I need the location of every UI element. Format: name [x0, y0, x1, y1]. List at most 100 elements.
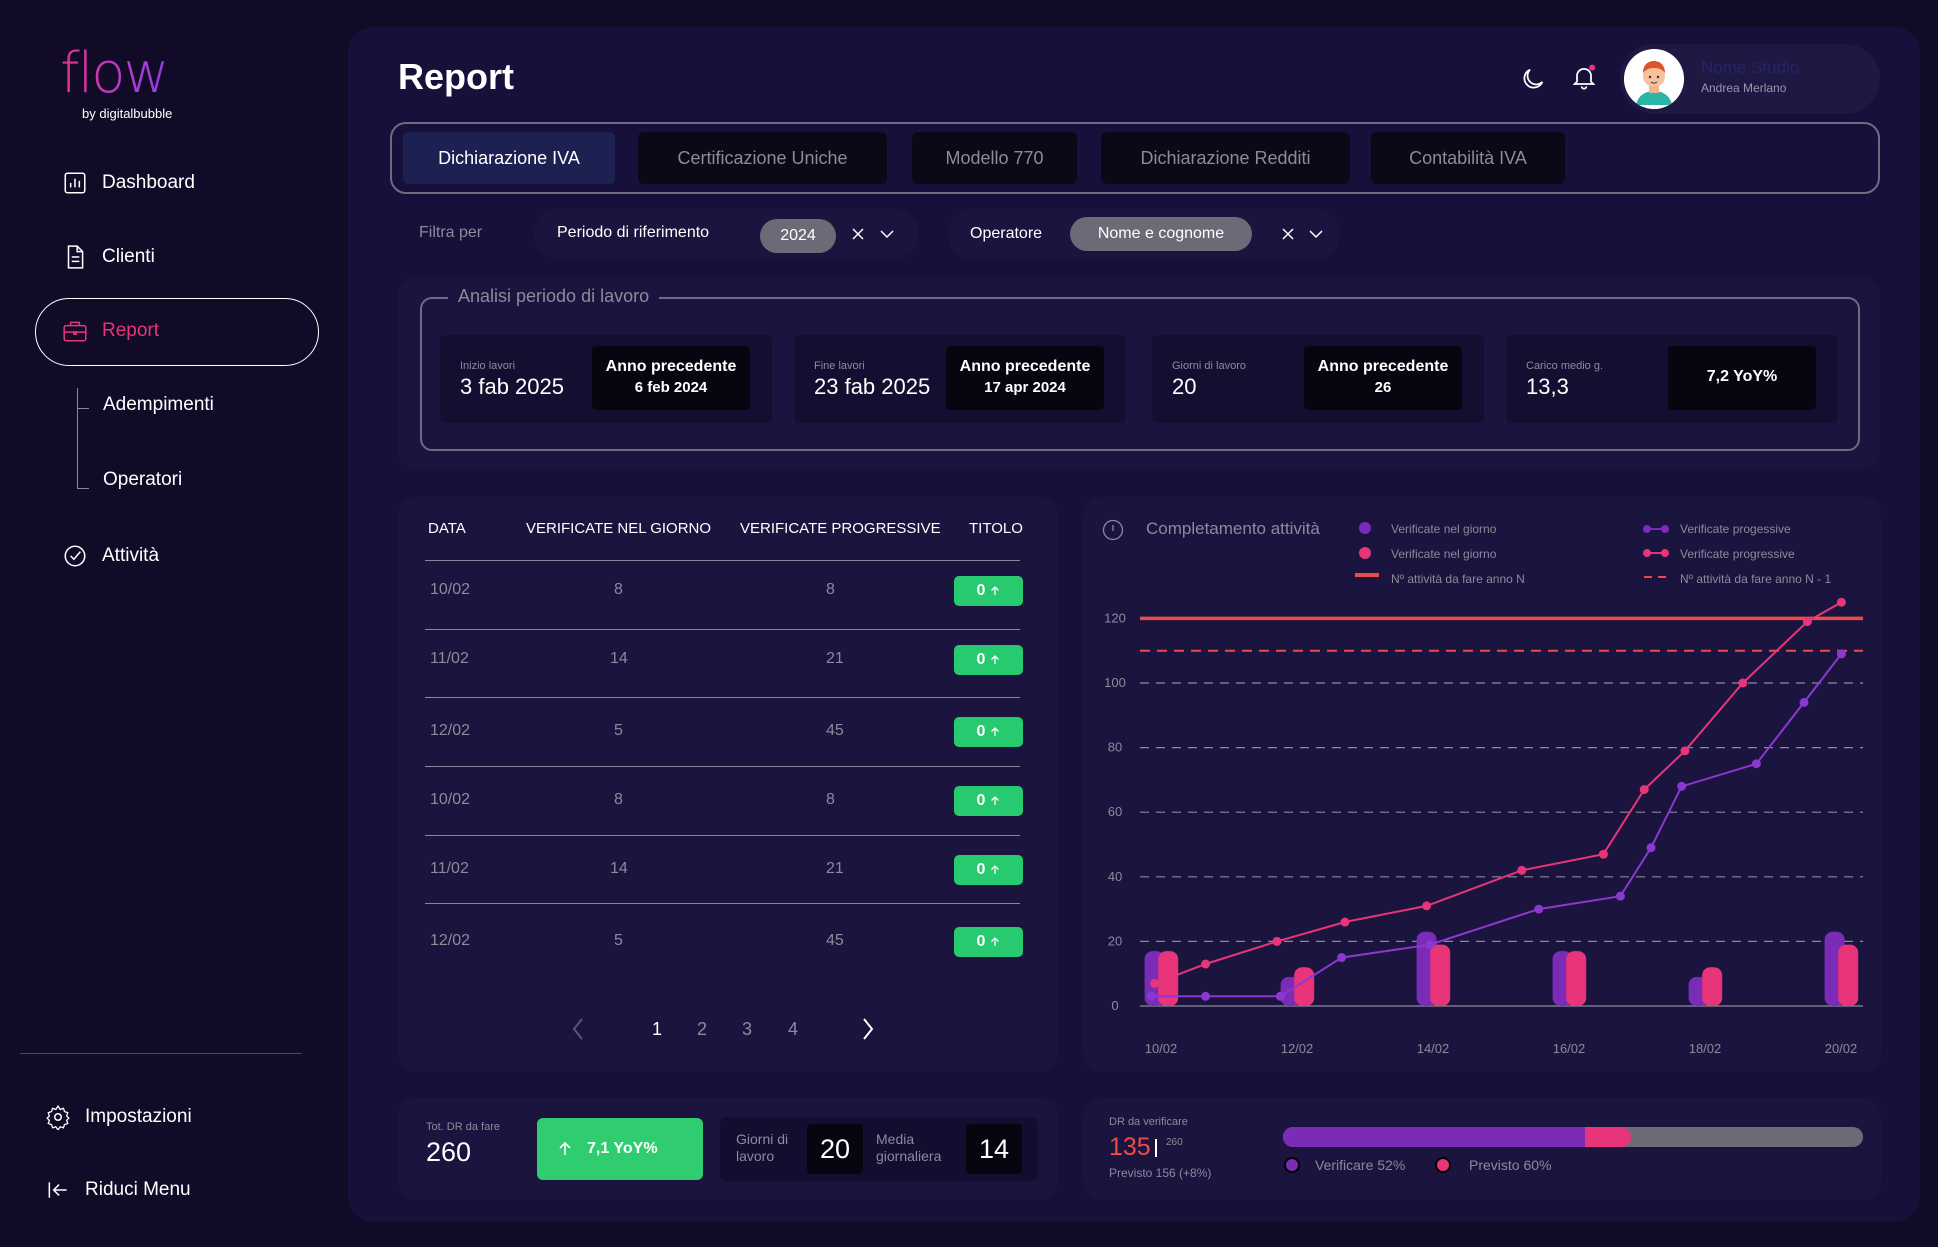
progress-verify-fill — [1283, 1127, 1585, 1147]
sidebar-item-dashboard[interactable]: Dashboard — [62, 170, 195, 196]
bar-verified-daily-b — [1838, 944, 1859, 1006]
avatar[interactable] — [1624, 49, 1684, 109]
table-header-daily: VERIFICATE NEL GIORNO — [526, 520, 712, 537]
progressive-pink-point — [1272, 936, 1282, 946]
tab-contabilita-iva[interactable]: Contabilità IVA — [1371, 132, 1565, 184]
briefcase-icon — [63, 321, 87, 342]
legend-dot-pink — [1359, 547, 1371, 559]
y-tick-label: 60 — [1108, 804, 1122, 819]
stat-value: 20 — [1172, 374, 1197, 399]
sidebar-item-operatori[interactable]: Operatori — [103, 469, 182, 491]
collapse-menu-button[interactable]: Riduci Menu — [45, 1177, 191, 1203]
title-badge[interactable]: 0 — [954, 855, 1023, 885]
sidebar-item-label: Operatori — [103, 469, 183, 490]
submenu-line — [77, 388, 78, 488]
cell-daily: 8 — [614, 581, 623, 598]
legend-dot-purple — [1359, 522, 1371, 534]
legend-label: Verificate nel giorno — [1391, 547, 1497, 561]
x-tick-label: 10/02 — [1145, 1041, 1178, 1056]
sidebar-item-label: Dashboard — [102, 172, 195, 193]
period-chip[interactable]: 2024 — [760, 219, 836, 253]
progressive-purple-line — [1151, 653, 1843, 998]
stat-label: Carico medio g. — [1526, 360, 1604, 372]
expected-legend-label: Previsto 60% — [1469, 1157, 1552, 1173]
table-divider — [425, 903, 1020, 904]
verify-expected: Previsto 156 (+8%) — [1109, 1166, 1212, 1180]
tab-modello-770[interactable]: Modello 770 — [912, 132, 1077, 184]
tab-dichiarazione-iva[interactable]: Dichiarazione IVA — [403, 132, 615, 184]
cell-date: 11/02 — [430, 650, 469, 667]
chevron-down-icon[interactable] — [1308, 228, 1324, 240]
brand-logo[interactable]: flow by digitalbubble — [60, 44, 172, 122]
sidebar-item-clienti[interactable]: Clienti — [62, 244, 155, 270]
title-badge[interactable]: 0 — [954, 717, 1023, 747]
progressive-purple-point — [1646, 843, 1656, 853]
collapse-menu-label: Riduci Menu — [85, 1179, 191, 1200]
cell-date: 10/02 — [430, 581, 471, 598]
chevron-left-icon[interactable] — [571, 1017, 585, 1041]
progressive-pink-point — [1517, 865, 1527, 875]
bell-icon[interactable] — [1570, 63, 1598, 91]
progressive-purple-point — [1615, 891, 1625, 901]
totals-label: Tot. DR da fare — [426, 1121, 500, 1133]
cell-progressive: 8 — [826, 581, 835, 598]
progressive-pink-point — [1150, 978, 1160, 988]
clear-period-icon[interactable] — [851, 227, 865, 241]
legend-dot-purple — [1284, 1157, 1300, 1173]
chart-title: Completamento attività — [1146, 519, 1320, 538]
legend-dot-pink — [1435, 1157, 1451, 1173]
badge-value: 0 — [976, 861, 986, 878]
submenu-tick — [77, 408, 89, 409]
page-4[interactable]: 4 — [788, 1019, 799, 1039]
verify-total: 260 — [1166, 1137, 1183, 1148]
stat-label: Giorni di lavoro — [1172, 360, 1246, 372]
stat-value: 23 fab 2025 — [814, 374, 931, 399]
user-avatar-illustration — [1624, 49, 1684, 109]
title-badge[interactable]: 0 — [954, 645, 1023, 675]
page-3[interactable]: 3 — [742, 1019, 753, 1039]
chevron-right-icon[interactable] — [861, 1017, 875, 1041]
sidebar-item-report[interactable]: Report — [62, 318, 159, 344]
tab-certificazione-uniche[interactable]: Certificazione Uniche — [638, 132, 887, 184]
stat-value: 13,3 — [1526, 374, 1569, 399]
title-badge[interactable]: 0 — [954, 927, 1023, 957]
analysis-frame — [420, 297, 1860, 451]
y-tick-label: 80 — [1108, 740, 1122, 755]
table-header-date: DATA — [428, 520, 466, 537]
cell-date: 10/02 — [430, 791, 471, 808]
progressive-purple-point — [1425, 940, 1435, 950]
cell-daily: 14 — [610, 650, 628, 667]
stat-compare-value: 17 apr 2024 — [984, 379, 1066, 396]
operator-chip[interactable]: Nome e cognome — [1070, 217, 1252, 251]
cell-progressive: 45 — [826, 932, 844, 949]
tab-dichiarazione-redditi[interactable]: Dichiarazione Redditi — [1101, 132, 1350, 184]
title-badge[interactable]: 0 — [954, 576, 1023, 606]
legend-line-dashed-red — [1644, 576, 1670, 578]
sidebar: flow by digitalbubble Dashboard Clienti … — [0, 0, 340, 1247]
page-1[interactable]: 1 — [652, 1019, 663, 1039]
clear-operator-icon[interactable] — [1281, 227, 1295, 241]
arrow-up-icon — [991, 727, 1000, 736]
verify-legend-label: Verificare 52% — [1315, 1157, 1406, 1173]
gear-icon — [46, 1104, 70, 1130]
legend-label: Verificate progressive — [1680, 547, 1795, 561]
settings-button[interactable]: Impostazioni — [45, 1104, 192, 1130]
yoy-value: 7,1 YoY% — [587, 1140, 658, 1157]
table-header-progressive: VERIFICATE PROGRESSIVE — [740, 520, 941, 537]
period-filter[interactable] — [534, 208, 919, 260]
sidebar-item-adempimenti[interactable]: Adempimenti — [103, 394, 214, 416]
cell-progressive: 45 — [826, 722, 844, 739]
sidebar-item-attivita[interactable]: Attività — [62, 543, 159, 569]
x-tick-label: 18/02 — [1689, 1041, 1722, 1056]
filter-label: Filtra per — [419, 224, 483, 241]
title-badge[interactable]: 0 — [954, 786, 1023, 816]
info-icon[interactable] — [1102, 519, 1124, 541]
moon-icon[interactable] — [1519, 65, 1547, 93]
avg-label: Media giornaliera — [876, 1131, 942, 1164]
table-divider — [425, 560, 1020, 561]
progressive-pink-point — [1201, 959, 1211, 969]
chevron-down-icon[interactable] — [879, 228, 895, 240]
cell-progressive: 21 — [826, 650, 844, 667]
page-2[interactable]: 2 — [697, 1019, 708, 1039]
stat-compare-title: Anno precedente — [959, 358, 1091, 375]
